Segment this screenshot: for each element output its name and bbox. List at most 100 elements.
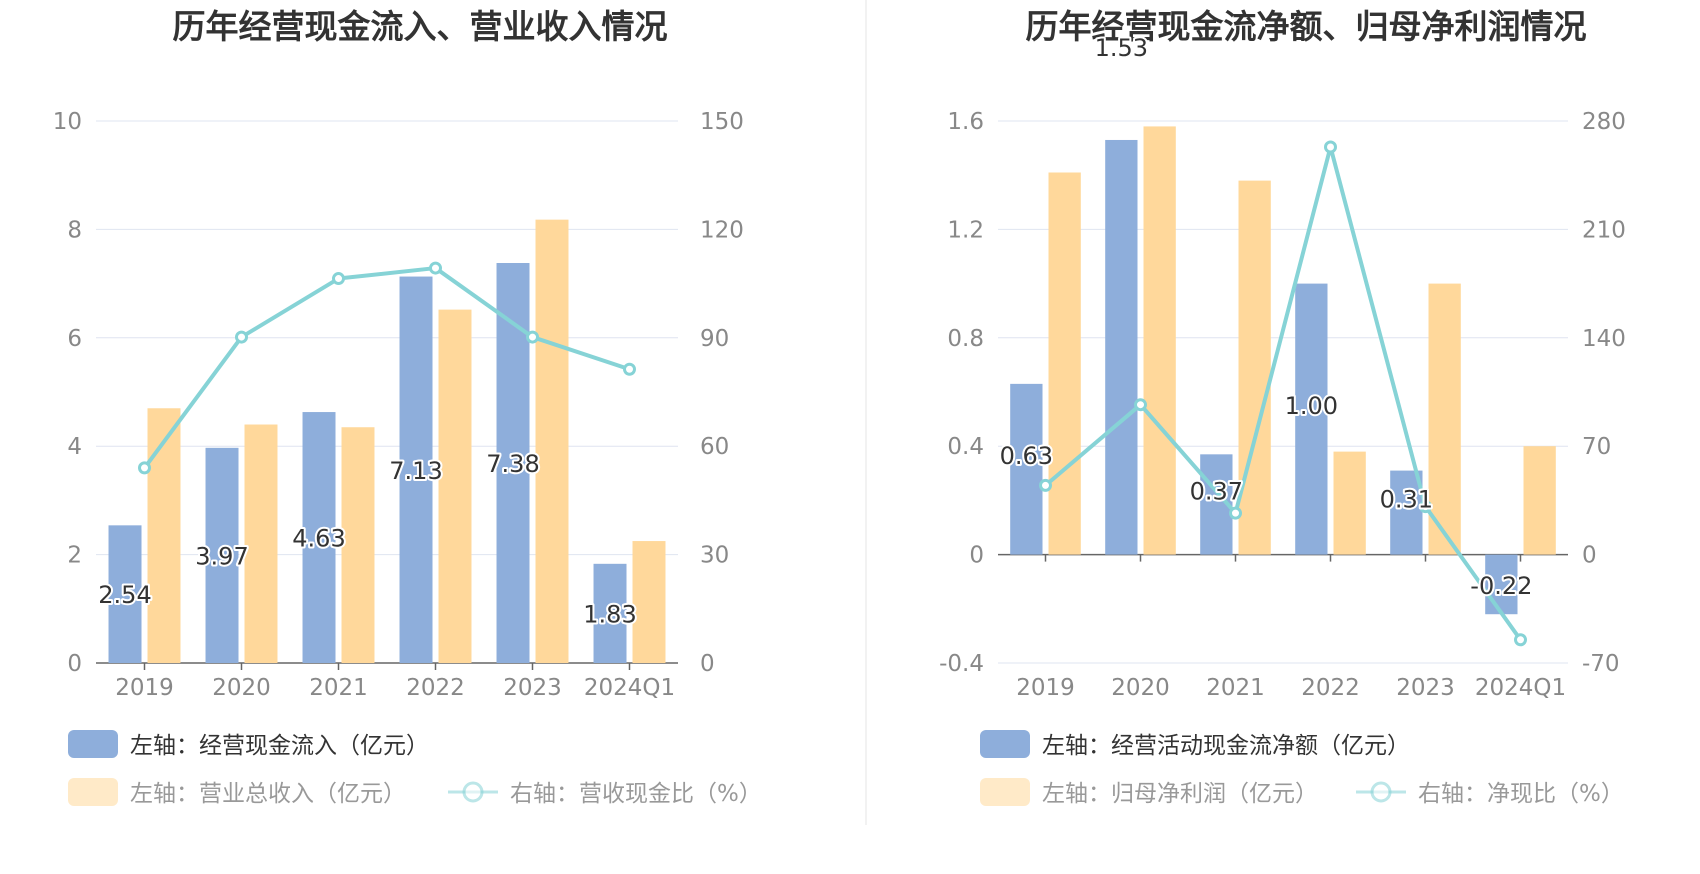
secondary-bar-2019 xyxy=(147,408,181,663)
legend-label: 左轴：经营现金流入（亿元） xyxy=(130,733,429,759)
right-axis-tick-label: 140 xyxy=(1582,326,1626,352)
x-axis-category-label: 2023 xyxy=(1396,675,1455,701)
primary-bar-2024q1 xyxy=(1485,554,1518,615)
x-axis-category-label: 2024Q1 xyxy=(1475,675,1566,701)
bar-value-label: 1.83 xyxy=(583,600,636,628)
bar-value-label: 7.38 xyxy=(486,450,539,478)
primary-bar-2022 xyxy=(399,276,433,663)
left-axis-tick-label: 2 xyxy=(67,543,82,569)
bar-value-label: 0.37 xyxy=(1190,477,1243,505)
primary-bar-2020 xyxy=(205,447,239,663)
x-axis-category-label: 2024Q1 xyxy=(584,675,675,701)
ratio-point-2019 xyxy=(138,461,151,475)
legend-line-marker xyxy=(462,781,484,803)
secondary-bar-2022 xyxy=(438,309,472,663)
ratio-point-2024q1 xyxy=(623,362,636,376)
bar-value-label: 1.00 xyxy=(1285,392,1338,420)
ratio-point-2021 xyxy=(332,272,345,286)
right-axis-tick-label: 150 xyxy=(700,109,744,135)
primary-bar-2023 xyxy=(1390,470,1423,555)
legend-swatch xyxy=(68,778,118,806)
legend-item: 左轴：营业总收入（亿元） xyxy=(68,778,406,807)
x-axis-category-label: 2020 xyxy=(212,675,271,701)
secondary-bar-2020 xyxy=(244,424,278,663)
left-axis-tick-label: 6 xyxy=(67,326,82,352)
bar-value-label: -0.22 xyxy=(1470,572,1532,600)
secondary-bar-2023 xyxy=(1428,283,1461,555)
legend-label: 左轴：营业总收入（亿元） xyxy=(130,781,406,807)
legend-label: 左轴：经营活动现金流净额（亿元） xyxy=(1042,733,1410,759)
right-axis-tick-label: 280 xyxy=(1582,109,1626,135)
primary-bar-2019 xyxy=(108,525,142,663)
secondary-bar-2021 xyxy=(1238,180,1271,555)
left-axis-tick-label: -0.4 xyxy=(939,651,984,677)
x-axis-category-label: 2021 xyxy=(1206,675,1265,701)
secondary-bar-2022 xyxy=(1333,451,1366,555)
ratio-point-2020 xyxy=(235,330,248,344)
chart-title: 历年经营现金流净额、归母净利润情况 xyxy=(1026,7,1587,46)
secondary-bar-2023 xyxy=(535,219,569,664)
legend-swatch xyxy=(68,730,118,758)
left-axis-tick-label: 0 xyxy=(67,651,82,677)
chart-panel-net-cashflow-profit: 历年经营现金流净额、归母净利润情况 -0.4 -70 0 0 0.4 70 0.8 140 1.2… xyxy=(939,7,1626,807)
legend-item: 左轴：经营活动现金流净额（亿元） xyxy=(980,730,1410,759)
x-axis-category-label: 2019 xyxy=(115,675,174,701)
bar-value-label: 2.54 xyxy=(98,581,151,609)
bar-value-label: 7.13 xyxy=(389,457,442,485)
left-axis-tick-label: 1.2 xyxy=(947,217,984,243)
ratio-point-2023 xyxy=(1419,500,1432,514)
legend-swatch xyxy=(980,730,1030,758)
left-axis-tick-label: 0.4 xyxy=(947,434,984,460)
left-axis-tick-label: 0 xyxy=(969,543,984,569)
left-axis-tick-label: 1.6 xyxy=(947,109,984,135)
legend-swatch xyxy=(980,778,1030,806)
right-axis-tick-label: -70 xyxy=(1582,651,1620,677)
ratio-point-2024q1 xyxy=(1514,633,1527,647)
legend-label: 右轴：净现比（%） xyxy=(1418,781,1624,807)
x-axis-category-label: 2022 xyxy=(1301,675,1360,701)
ratio-line xyxy=(142,266,631,470)
x-axis-category-label: 2023 xyxy=(503,675,562,701)
legend-label: 右轴：营收现金比（%） xyxy=(510,781,762,807)
bar-value-label: 3.97 xyxy=(195,542,248,570)
primary-bar-2020 xyxy=(1105,139,1138,555)
secondary-bar-2024q1 xyxy=(1523,446,1556,555)
left-axis-tick-label: 0.8 xyxy=(947,326,984,352)
right-axis-tick-label: 0 xyxy=(1582,543,1597,569)
left-axis-tick-label: 4 xyxy=(67,434,82,460)
ratio-line xyxy=(1044,145,1523,641)
right-axis-tick-label: 210 xyxy=(1582,217,1626,243)
right-axis-tick-label: 70 xyxy=(1582,434,1611,460)
x-axis-category-label: 2022 xyxy=(406,675,465,701)
secondary-bar-2019 xyxy=(1048,172,1081,555)
right-axis-tick-label: 60 xyxy=(700,434,729,460)
right-axis-tick-label: 30 xyxy=(700,543,729,569)
legend-item: 右轴：营收现金比（%） xyxy=(448,781,762,807)
chart-panel-cash-inflow-revenue: 历年经营现金流入、营业收入情况 0 0 2 30 4 60 6 90 8 120 10 150 2019 2… xyxy=(53,7,762,807)
primary-bar-2019 xyxy=(1010,383,1043,555)
x-axis-category-label: 2019 xyxy=(1016,675,1075,701)
legend-label: 左轴：归母净利润（亿元） xyxy=(1042,781,1318,807)
ratio-point-2022 xyxy=(429,261,442,275)
legend-item: 右轴：净现比（%） xyxy=(1356,781,1624,807)
bar-value-label: 4.63 xyxy=(292,525,345,553)
bar-value-label: 0.31 xyxy=(1380,486,1433,514)
secondary-bar-2024q1 xyxy=(632,541,666,663)
left-axis-tick-label: 8 xyxy=(67,217,82,243)
primary-bar-2021 xyxy=(302,412,336,663)
legend-item: 左轴：经营现金流入（亿元） xyxy=(68,730,429,759)
left-axis-tick-label: 10 xyxy=(53,109,82,135)
ratio-point-2021 xyxy=(1229,506,1242,520)
primary-bar-2022 xyxy=(1295,283,1328,555)
x-axis-category-label: 2021 xyxy=(309,675,368,701)
primary-bar-2024q1 xyxy=(593,563,627,663)
bar-value-label: 0.63 xyxy=(1000,442,1053,470)
x-axis-category-label: 2020 xyxy=(1111,675,1170,701)
ratio-point-2023 xyxy=(526,330,539,344)
right-axis-tick-label: 120 xyxy=(700,217,744,243)
bar-value-label: 1.53 xyxy=(1095,34,1148,62)
ratio-point-2020 xyxy=(1134,398,1147,412)
ratio-point-2022 xyxy=(1324,140,1337,154)
secondary-bar-2021 xyxy=(341,427,375,663)
